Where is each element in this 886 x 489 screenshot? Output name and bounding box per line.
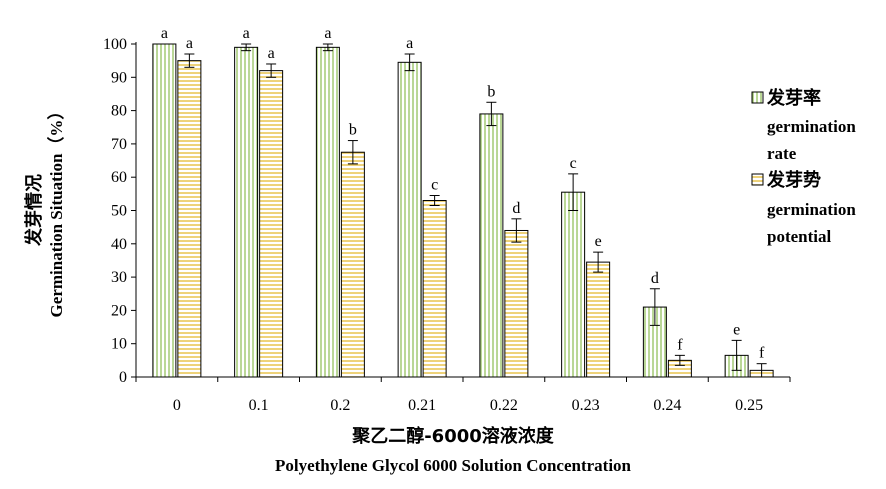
y-tick-label: 0 bbox=[119, 369, 127, 386]
y-tick-label: 20 bbox=[111, 302, 127, 319]
y-tick-label: 10 bbox=[111, 336, 127, 353]
legend-label-germination-potential-en-2: potential bbox=[767, 227, 832, 246]
legend-label-germination-potential-en-1: germination bbox=[767, 200, 856, 219]
bar-germination-potential bbox=[259, 70, 284, 378]
bar-germination-potential bbox=[340, 151, 365, 378]
significance-letter: a bbox=[268, 45, 275, 62]
y-tick-label: 70 bbox=[111, 136, 127, 153]
y-tick-label: 30 bbox=[111, 269, 127, 286]
x-tick-label: 0.25 bbox=[735, 397, 763, 414]
y-tick-label: 100 bbox=[103, 36, 127, 53]
y-axis-label-cn: 发芽情况 bbox=[23, 174, 45, 247]
plot-area: 0 10 20 30 40 50 60 70 80 90 100 0 0.1 0.2 0.21 0.22 0.2… bbox=[103, 25, 791, 414]
x-tick-label: 0.24 bbox=[653, 397, 681, 414]
x-tick-label: 0.1 bbox=[249, 397, 269, 414]
legend: 发芽率 germination rate 发芽势 germination pot… bbox=[751, 87, 856, 246]
bar-germination-rate bbox=[234, 46, 259, 378]
bar-germination-rate bbox=[397, 61, 422, 378]
significance-letter: b bbox=[349, 122, 357, 139]
legend-label-germination-rate-cn: 发芽率 bbox=[766, 87, 821, 109]
significance-letter: a bbox=[324, 25, 331, 42]
x-tick-label: 0.21 bbox=[408, 397, 436, 414]
significance-letter: e bbox=[733, 321, 740, 338]
y-tick-label: 40 bbox=[111, 236, 127, 253]
legend-swatch-germination-rate bbox=[751, 91, 764, 104]
significance-letter: f bbox=[677, 336, 683, 353]
bar-germination-rate bbox=[479, 113, 504, 378]
significance-letter: d bbox=[651, 270, 659, 287]
bar-germination-rate bbox=[315, 46, 340, 378]
legend-label-germination-rate-en-1: germination bbox=[767, 117, 856, 136]
significance-letter: c bbox=[431, 177, 438, 194]
legend-swatch-germination-potential bbox=[751, 173, 764, 186]
significance-letter: f bbox=[759, 345, 765, 362]
x-tick-label: 0.2 bbox=[330, 397, 350, 414]
significance-letter: c bbox=[570, 155, 577, 172]
legend-label-germination-potential-cn: 发芽势 bbox=[766, 169, 821, 191]
y-tick-label: 50 bbox=[111, 203, 127, 220]
significance-letter: a bbox=[186, 35, 193, 52]
significance-letter: d bbox=[512, 200, 520, 217]
bar-germination-rate bbox=[152, 43, 177, 378]
legend-label-germination-rate-en-2: rate bbox=[767, 144, 797, 163]
y-tick-label: 90 bbox=[111, 69, 127, 86]
significance-letter: e bbox=[595, 233, 602, 250]
y-axis-label-en: Germination Situation（%） bbox=[46, 103, 66, 318]
significance-letter: a bbox=[243, 25, 250, 42]
y-tick-label: 60 bbox=[111, 169, 127, 186]
bar-germination-potential bbox=[177, 60, 202, 378]
x-tick-label: 0 bbox=[173, 397, 181, 414]
x-axis-label-cn: 聚乙二醇-6000溶液浓度 bbox=[351, 425, 555, 447]
bar-germination-rate bbox=[561, 191, 586, 378]
significance-letter: a bbox=[161, 25, 168, 42]
bar-germination-potential bbox=[422, 200, 447, 378]
bar-germination-potential bbox=[504, 229, 529, 378]
significance-letter: a bbox=[406, 35, 413, 52]
significance-letter: b bbox=[487, 83, 495, 100]
x-tick-label: 0.22 bbox=[490, 397, 518, 414]
y-tick-label: 80 bbox=[111, 103, 127, 120]
x-tick-label: 0.23 bbox=[572, 397, 600, 414]
x-axis-label-en: Polyethylene Glycol 6000 Solution Concen… bbox=[275, 456, 632, 475]
bar-germination-potential bbox=[586, 261, 611, 378]
